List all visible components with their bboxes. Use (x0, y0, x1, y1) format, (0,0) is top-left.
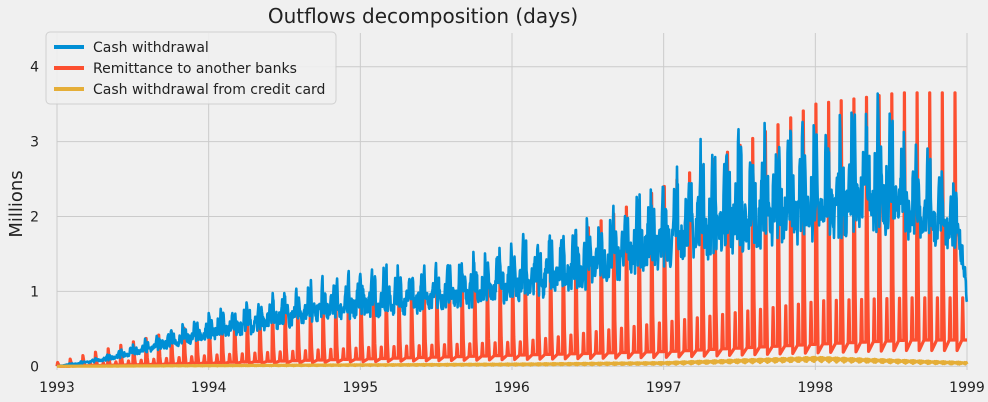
legend: Cash withdrawal Remittance to another ba… (45, 31, 337, 105)
series-credit-card-line (56, 355, 969, 368)
x-tick-label: 1995 (343, 380, 379, 396)
y-tick-label: 3 (30, 135, 39, 151)
x-tick-label: 1993 (39, 380, 75, 396)
y-tick-label: 0 (30, 359, 39, 375)
x-tick-label: 1997 (646, 380, 682, 396)
legend-box (45, 31, 337, 105)
x-tick-label: 1994 (191, 380, 227, 396)
y-tick-label: 2 (30, 209, 39, 225)
legend-label-credit-card: Cash withdrawal from credit card (93, 82, 325, 98)
legend-label-cash-withdrawal: Cash withdrawal (93, 40, 209, 56)
chart-title: Outflows decomposition (days) (268, 4, 578, 28)
x-tick-label: 1996 (494, 380, 530, 396)
y-tick-label: 4 (30, 60, 39, 76)
y-axis-label: Millions (6, 170, 27, 237)
tick-labels: 1993 1994 1995 1996 1997 1998 1999 0 1 2 3 4 (30, 60, 985, 396)
series-layer (55, 91, 969, 368)
series-cash-withdrawal-line (56, 92, 969, 368)
legend-label-remittance: Remittance to another banks (93, 61, 297, 77)
series-remittance-line (55, 91, 967, 368)
x-tick-label: 1998 (798, 380, 834, 396)
x-tick-label: 1999 (949, 380, 985, 396)
y-tick-label: 1 (30, 284, 39, 300)
